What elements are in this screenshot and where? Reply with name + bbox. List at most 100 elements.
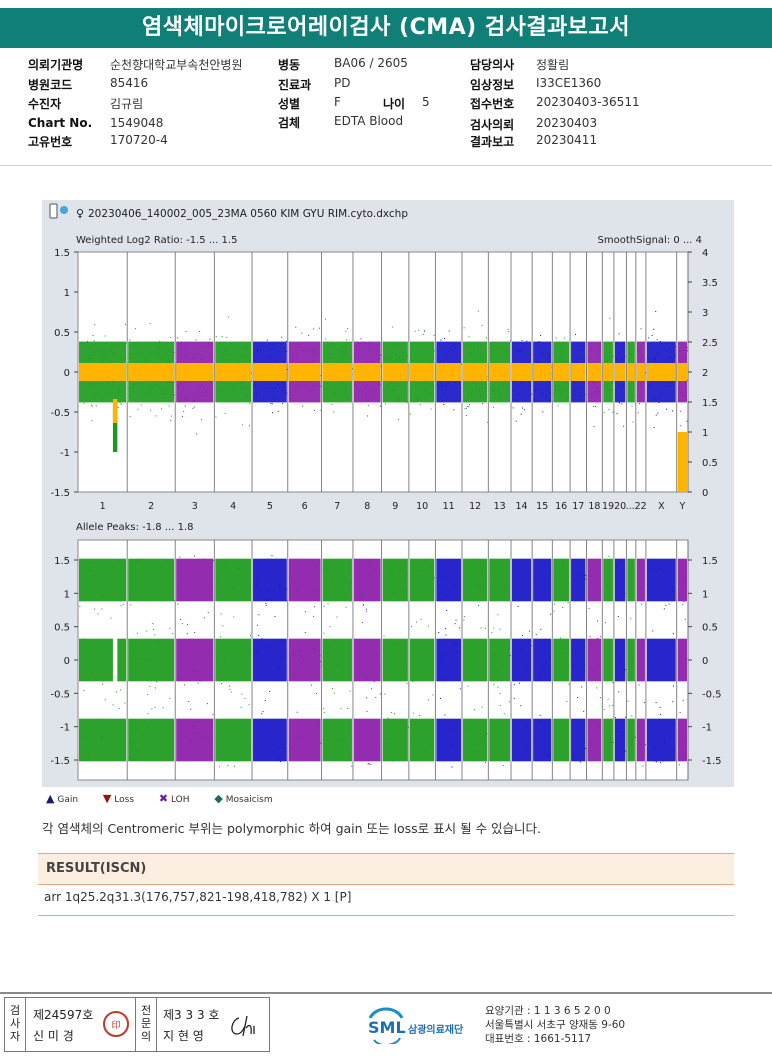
- log2-point: [185, 381, 187, 383]
- allele-point: [278, 586, 280, 588]
- log2-point: [489, 351, 491, 353]
- log2-point: [193, 400, 195, 402]
- allele-point: [534, 580, 536, 582]
- log2-point: [106, 392, 108, 394]
- allele-point: [486, 732, 488, 734]
- allele-point: [571, 665, 573, 667]
- log2-point: [499, 392, 501, 394]
- y2-tick-label: 3: [702, 308, 708, 319]
- log2-point: [256, 396, 258, 398]
- y-tick-label-right: 1: [702, 589, 708, 600]
- allele-band: [288, 638, 321, 682]
- y-tick-label-right: 0: [702, 656, 708, 667]
- chrom-label: 20: [614, 501, 626, 512]
- allele-point: [338, 726, 340, 728]
- log2-point: [271, 403, 273, 405]
- allele-point: [299, 649, 301, 651]
- log2-point: [162, 389, 164, 391]
- y-tick-label-right: 0.5: [702, 623, 718, 634]
- footer-institution-code: 요양기관 : 1 1 3 6 5 2 0 0: [485, 1005, 611, 1017]
- log2-point: [375, 388, 377, 390]
- log2-point: [384, 403, 386, 405]
- y2-tick-label: 1: [702, 428, 708, 439]
- log2-point: [322, 385, 324, 387]
- log2-point: [242, 355, 244, 357]
- info-value: 170720-4: [110, 133, 168, 147]
- allele-point: [83, 638, 85, 640]
- allele-point: [151, 708, 153, 710]
- log2-point: [399, 356, 401, 358]
- log2-point: [468, 403, 470, 405]
- allele-point: [80, 646, 82, 648]
- allele-point: [319, 654, 321, 656]
- log2-point: [479, 394, 481, 396]
- log2-point: [137, 408, 139, 410]
- legend-loh: ✖ LOH: [159, 792, 190, 805]
- allele-point: [630, 618, 632, 620]
- footer-divider: [0, 992, 772, 994]
- smooth-signal: [353, 363, 381, 381]
- allele-band: [322, 718, 352, 762]
- log2-point: [686, 350, 688, 352]
- allele-band: [253, 558, 287, 602]
- allele-point: [644, 743, 646, 745]
- allele-point: [369, 559, 371, 561]
- log2-point: [610, 389, 612, 391]
- allele-point: [117, 561, 119, 563]
- allele-band: [79, 718, 127, 762]
- log2-point: [204, 400, 206, 402]
- log2-point: [174, 394, 176, 396]
- log2-point: [659, 340, 661, 342]
- log2-point: [477, 350, 479, 352]
- log2-point: [464, 408, 466, 410]
- allele-band: [409, 638, 435, 682]
- allele-point: [118, 707, 120, 709]
- log2-point: [385, 359, 387, 361]
- allele-band: [587, 638, 602, 682]
- allele-point: [79, 606, 81, 608]
- log2-point: [593, 397, 595, 399]
- allele-point: [219, 766, 221, 768]
- allele-point: [101, 683, 103, 685]
- allele-point: [239, 598, 241, 600]
- log2-point: [318, 327, 320, 329]
- log2-point: [574, 393, 576, 395]
- log2-point: [151, 388, 153, 390]
- log2-point: [419, 404, 421, 406]
- log2-point: [176, 337, 178, 339]
- allele-point: [220, 636, 222, 638]
- log2-point: [621, 358, 623, 360]
- allele-point: [379, 665, 381, 667]
- allele-band: [571, 718, 586, 762]
- log2-point: [331, 346, 333, 348]
- allele-point: [385, 738, 387, 740]
- log2-point: [93, 340, 95, 342]
- log2-point: [323, 345, 325, 347]
- log2-point: [111, 352, 113, 354]
- allele-point: [216, 659, 218, 661]
- allele-point: [266, 599, 268, 601]
- allele-band: [627, 718, 635, 762]
- allele-point: [323, 605, 325, 607]
- log2-point: [423, 333, 425, 335]
- log2-point: [320, 409, 322, 411]
- log2-point: [513, 347, 515, 349]
- log2-point: [333, 411, 335, 413]
- log2-point: [485, 387, 487, 389]
- allele-point: [528, 639, 530, 641]
- log2-point: [660, 342, 662, 344]
- log2-point: [560, 358, 562, 360]
- allele-point: [350, 582, 352, 584]
- allele-point: [241, 647, 243, 649]
- allele-point: [608, 585, 610, 587]
- allele-point: [567, 587, 569, 589]
- allele-point: [441, 679, 443, 681]
- log2-point: [223, 389, 225, 391]
- allele-point: [673, 749, 675, 751]
- log2-point: [452, 387, 454, 389]
- allele-point: [440, 655, 442, 657]
- log2-point: [364, 387, 366, 389]
- log2-point: [134, 328, 136, 330]
- log2-point: [292, 357, 294, 359]
- log2-point: [406, 388, 408, 390]
